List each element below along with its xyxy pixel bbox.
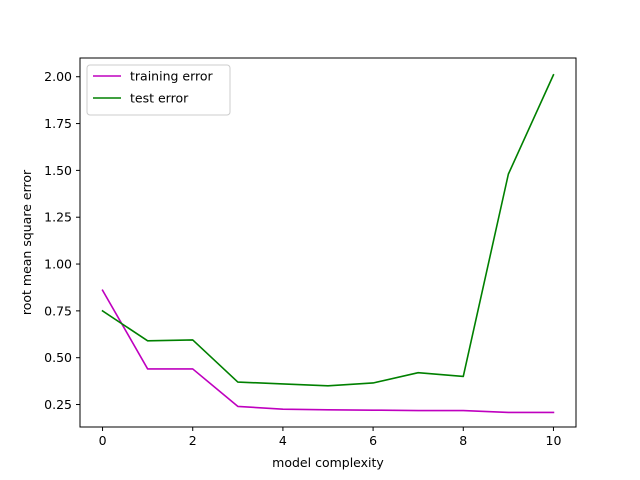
- y-tick-label: 0.75: [44, 303, 72, 318]
- legend-entry: test error: [130, 91, 189, 106]
- axes-frame: [79, 57, 577, 428]
- y-axis: 0.25 0.50 0.75 1.00 1.25 1.50 1.75 2.00: [44, 69, 80, 412]
- plot-area: [101, 73, 555, 414]
- x-tick-label: 4: [279, 433, 287, 448]
- series-line-test-error: [101, 73, 555, 387]
- y-tick-label: 2.00: [44, 69, 72, 84]
- y-tick-label: 1.00: [44, 257, 72, 272]
- y-tick-label: 0.50: [44, 350, 72, 365]
- y-tick-label: 1.25: [44, 210, 72, 225]
- x-tick-label: 2: [189, 433, 197, 448]
- legend-box: [86, 64, 231, 116]
- x-axis: 0 2 4 6 8 10: [99, 427, 562, 448]
- x-tick-label: 8: [459, 433, 467, 448]
- y-tick-label: 0.25: [44, 397, 72, 412]
- legend-entry: training error: [130, 69, 214, 84]
- y-axis-label: root mean square error: [19, 169, 34, 315]
- y-tick-label: 1.50: [44, 163, 72, 178]
- x-tick-label: 0: [99, 433, 107, 448]
- series-line-training-error: [101, 289, 555, 414]
- y-tick-label: 1.75: [44, 116, 72, 131]
- legend: training error test error: [86, 64, 231, 116]
- x-tick-label: 6: [369, 433, 377, 448]
- x-tick-label: 10: [546, 433, 562, 448]
- x-axis-label: model complexity: [272, 455, 384, 470]
